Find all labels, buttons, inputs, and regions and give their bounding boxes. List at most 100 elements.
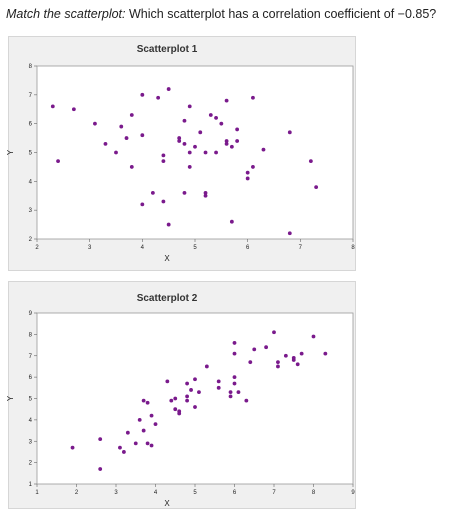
x-tick-label: 4: [141, 245, 145, 251]
data-point: [308, 159, 313, 164]
data-point: [224, 139, 229, 143]
data-point: [204, 364, 209, 369]
x-tick-label: 2: [75, 490, 79, 496]
data-point: [193, 144, 197, 149]
data-point: [185, 394, 190, 399]
data-point: [251, 165, 255, 169]
data-point: [125, 430, 130, 435]
data-point: [166, 222, 171, 227]
x-tick-label: 6: [233, 490, 237, 496]
data-point: [137, 417, 142, 422]
data-point: [203, 190, 208, 195]
data-point: [165, 379, 170, 384]
data-point: [208, 113, 213, 117]
data-point: [203, 150, 208, 155]
data-point: [177, 139, 182, 143]
data-point: [149, 443, 154, 448]
data-point: [93, 121, 97, 126]
data-point: [122, 450, 126, 454]
y-tick-label: 4: [29, 418, 33, 424]
data-point: [145, 441, 150, 446]
y-tick-label: 5: [29, 151, 33, 157]
data-point: [264, 345, 268, 350]
data-point: [149, 413, 154, 418]
data-point: [228, 394, 233, 399]
data-point: [236, 390, 241, 394]
data-point: [272, 330, 276, 335]
y-tick-label: 4: [29, 179, 33, 185]
question-lead: Match the scatterplot:: [6, 7, 126, 21]
data-point: [118, 445, 122, 450]
data-point: [219, 121, 224, 126]
data-point: [140, 92, 145, 97]
data-point: [276, 364, 280, 369]
data-point: [245, 176, 250, 181]
y-tick-label: 6: [29, 122, 33, 128]
data-point: [193, 377, 197, 382]
y-tick-label: 8: [29, 332, 33, 338]
x-axis-label: X: [164, 499, 170, 508]
y-tick-label: 2: [29, 461, 33, 467]
y-tick-label: 7: [29, 93, 33, 99]
data-point: [119, 124, 124, 129]
data-point: [287, 130, 292, 135]
plot-area: [36, 312, 354, 485]
y-tick-label: 2: [29, 237, 33, 243]
data-point: [323, 351, 328, 356]
data-point: [161, 153, 166, 158]
y-tick-label: 5: [29, 397, 33, 403]
y-tick-label: 9: [29, 311, 33, 317]
data-point: [203, 193, 208, 198]
x-axis-label: X: [164, 254, 170, 263]
question-text: Match the scatterplot: Which scatterplot…: [6, 6, 458, 22]
data-point: [70, 445, 75, 450]
y-tick-label: 3: [29, 439, 33, 445]
data-point: [129, 165, 134, 169]
data-point: [169, 398, 174, 403]
data-point: [173, 407, 178, 412]
data-point: [216, 385, 221, 390]
data-point: [216, 379, 221, 384]
data-point: [232, 351, 237, 356]
data-point: [261, 147, 266, 152]
x-tick-label: 1: [35, 490, 39, 496]
data-point: [197, 390, 201, 394]
data-point: [161, 199, 166, 204]
data-point: [232, 375, 237, 380]
data-point: [185, 398, 190, 403]
y-tick-label: 1: [29, 482, 33, 488]
y-tick-label: 7: [29, 354, 33, 360]
plot-area: [36, 65, 354, 240]
x-tick-label: 8: [351, 245, 355, 251]
data-point: [229, 144, 234, 149]
data-point: [229, 219, 234, 224]
scatterplot-1-panel: Scatterplot 1 2 3 4 5 6 7 8 2 3 4 5 6 7 8 X Y: [6, 36, 356, 271]
data-point: [166, 87, 171, 91]
data-point: [187, 104, 192, 109]
data-point: [103, 141, 108, 146]
data-point: [287, 231, 292, 236]
chart-title: Scatterplot 2: [137, 293, 198, 304]
data-point: [235, 127, 240, 132]
data-point: [245, 170, 250, 175]
data-point: [187, 165, 192, 169]
data-point: [314, 185, 319, 190]
x-tick-label: 3: [88, 245, 92, 251]
data-point: [98, 437, 103, 442]
data-point: [182, 190, 187, 195]
data-point: [232, 381, 237, 386]
scatterplot-2-svg: Scatterplot 2 1 2 3 4 5 6 7 8 9 1 2 3 4 5 6 7 8 9 X Y: [6, 293, 355, 508]
data-point: [140, 202, 145, 207]
x-tick-label: 8: [312, 490, 316, 496]
scatterplot-2-panel: Scatterplot 2 1 2 3 4 5 6 7 8 9 1 2 3 4 5 6 7 8 9 X Y: [6, 281, 356, 509]
data-point: [161, 159, 166, 164]
x-tick-label: 5: [193, 245, 197, 251]
x-tick-label: 6: [246, 245, 250, 251]
x-tick-label: 4: [154, 490, 158, 496]
x-tick-label: 3: [114, 490, 118, 496]
data-point: [224, 98, 229, 103]
data-point: [50, 104, 55, 109]
data-point: [248, 360, 253, 365]
data-point: [299, 351, 304, 356]
data-point: [114, 150, 118, 155]
